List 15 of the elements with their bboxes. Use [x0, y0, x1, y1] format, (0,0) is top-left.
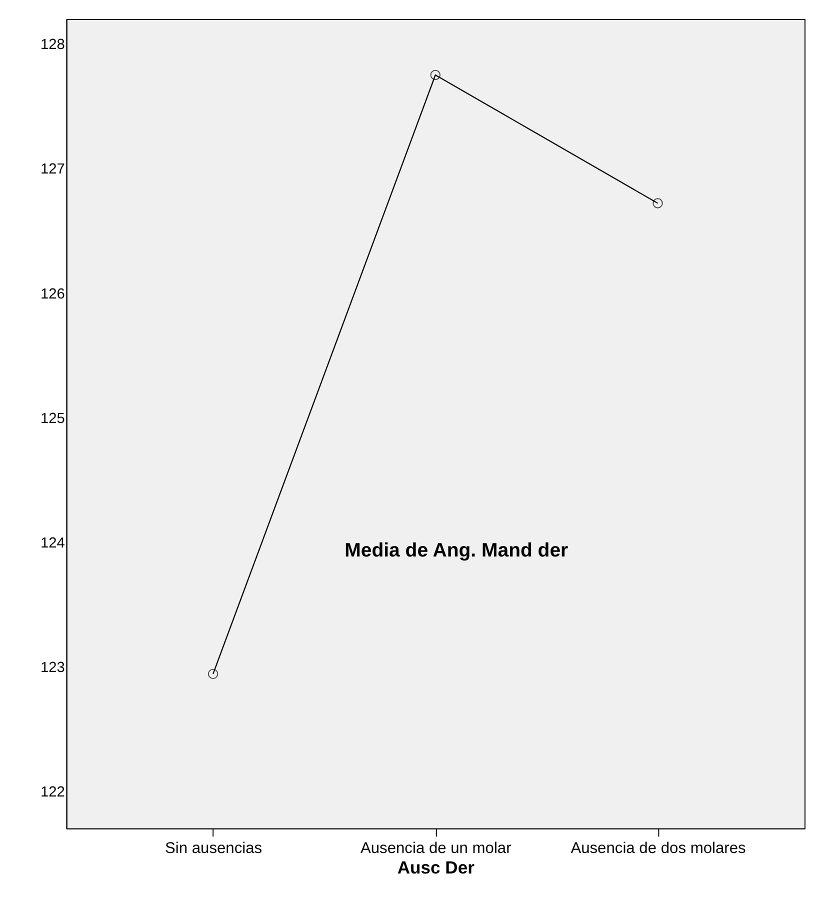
x-axis-title: Ausc Der: [397, 858, 475, 878]
y-tick-label: 124: [40, 535, 65, 552]
y-tick-label: 127: [40, 162, 65, 178]
point: [430, 70, 441, 80]
x-tick-label: Ausencia de dos molares: [570, 840, 746, 858]
y-axis-title: Media de Ang. Mand der: [344, 539, 569, 562]
x-tick-label: Ausencia de un molar: [360, 840, 512, 858]
point: [208, 668, 218, 680]
y-tick-label: 126: [40, 286, 65, 302]
y-tick-label: 128: [40, 37, 65, 54]
y-tick-label: 122: [40, 784, 65, 800]
y-tick-label: 123: [40, 660, 65, 676]
point: [652, 198, 663, 208]
y-tick-label: 125: [40, 410, 65, 427]
x-tick-label: Sin ausencias: [165, 840, 262, 858]
